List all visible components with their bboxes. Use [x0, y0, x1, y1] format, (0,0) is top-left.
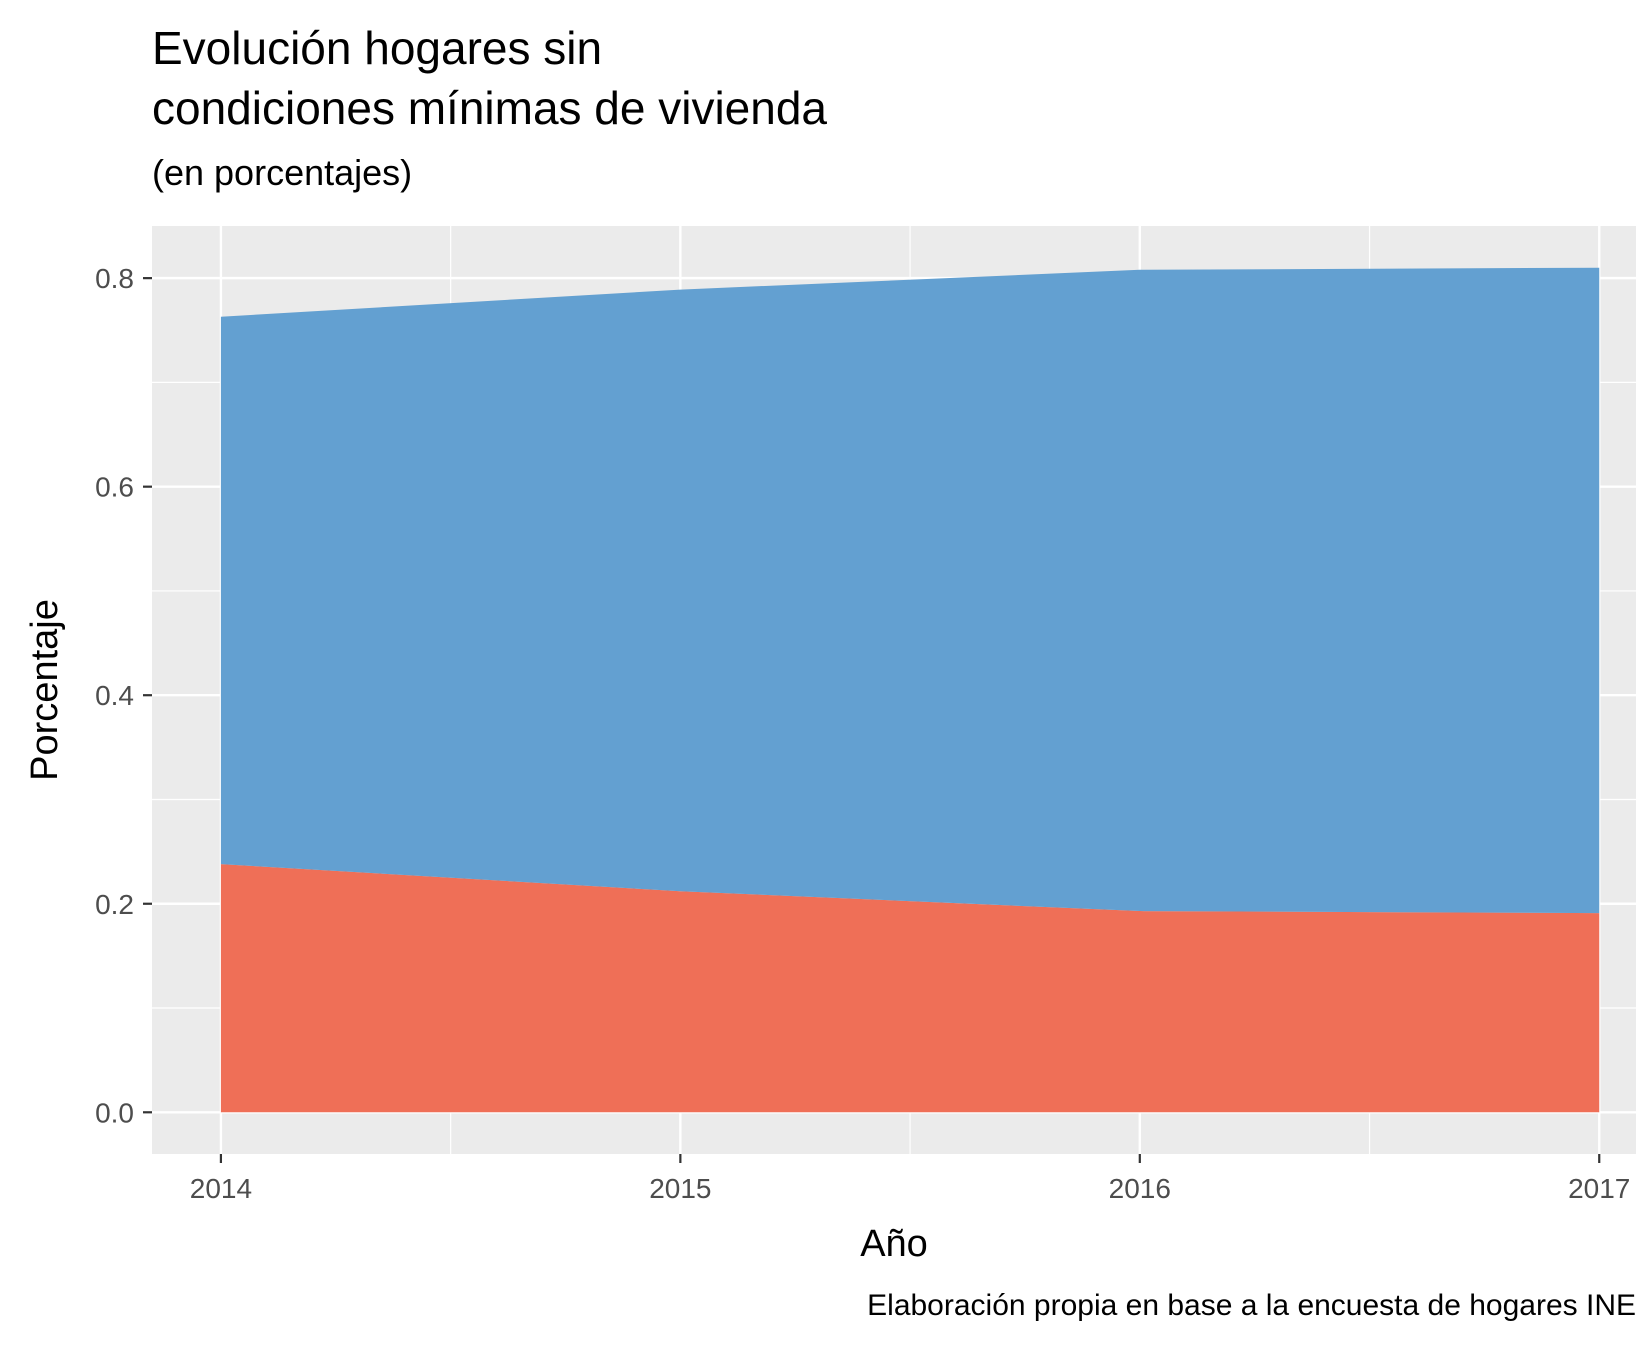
chart-title: Evolución hogares sin condiciones mínima…	[152, 22, 828, 134]
y-axis-title: Porcentaje	[24, 599, 66, 781]
chart-subtitle: (en porcentajes)	[152, 152, 413, 193]
x-tick-label: 2015	[649, 1173, 711, 1204]
area-series-1	[220, 864, 1600, 1113]
x-axis-title: Año	[860, 1223, 928, 1265]
y-axis: 0.0 0.2 0.4 0.6 0.8	[95, 263, 152, 1128]
chart-caption: Elaboración propia en base a la encuesta…	[867, 1289, 1636, 1322]
y-tick-label: 0.2	[95, 889, 134, 920]
y-tick-label: 0.6	[95, 472, 134, 503]
x-tick-label: 2016	[1109, 1173, 1171, 1204]
y-tick-label: 0.8	[95, 263, 134, 294]
y-tick-label: 0.0	[95, 1097, 134, 1128]
x-tick-label: 2017	[1568, 1173, 1630, 1204]
x-tick-label: 2014	[190, 1173, 252, 1204]
x-axis: 2014 2015 2016 2017	[190, 1154, 1630, 1204]
series-areas	[220, 267, 1600, 1113]
y-tick-label: 0.4	[95, 680, 134, 711]
area-series-2	[220, 267, 1600, 914]
